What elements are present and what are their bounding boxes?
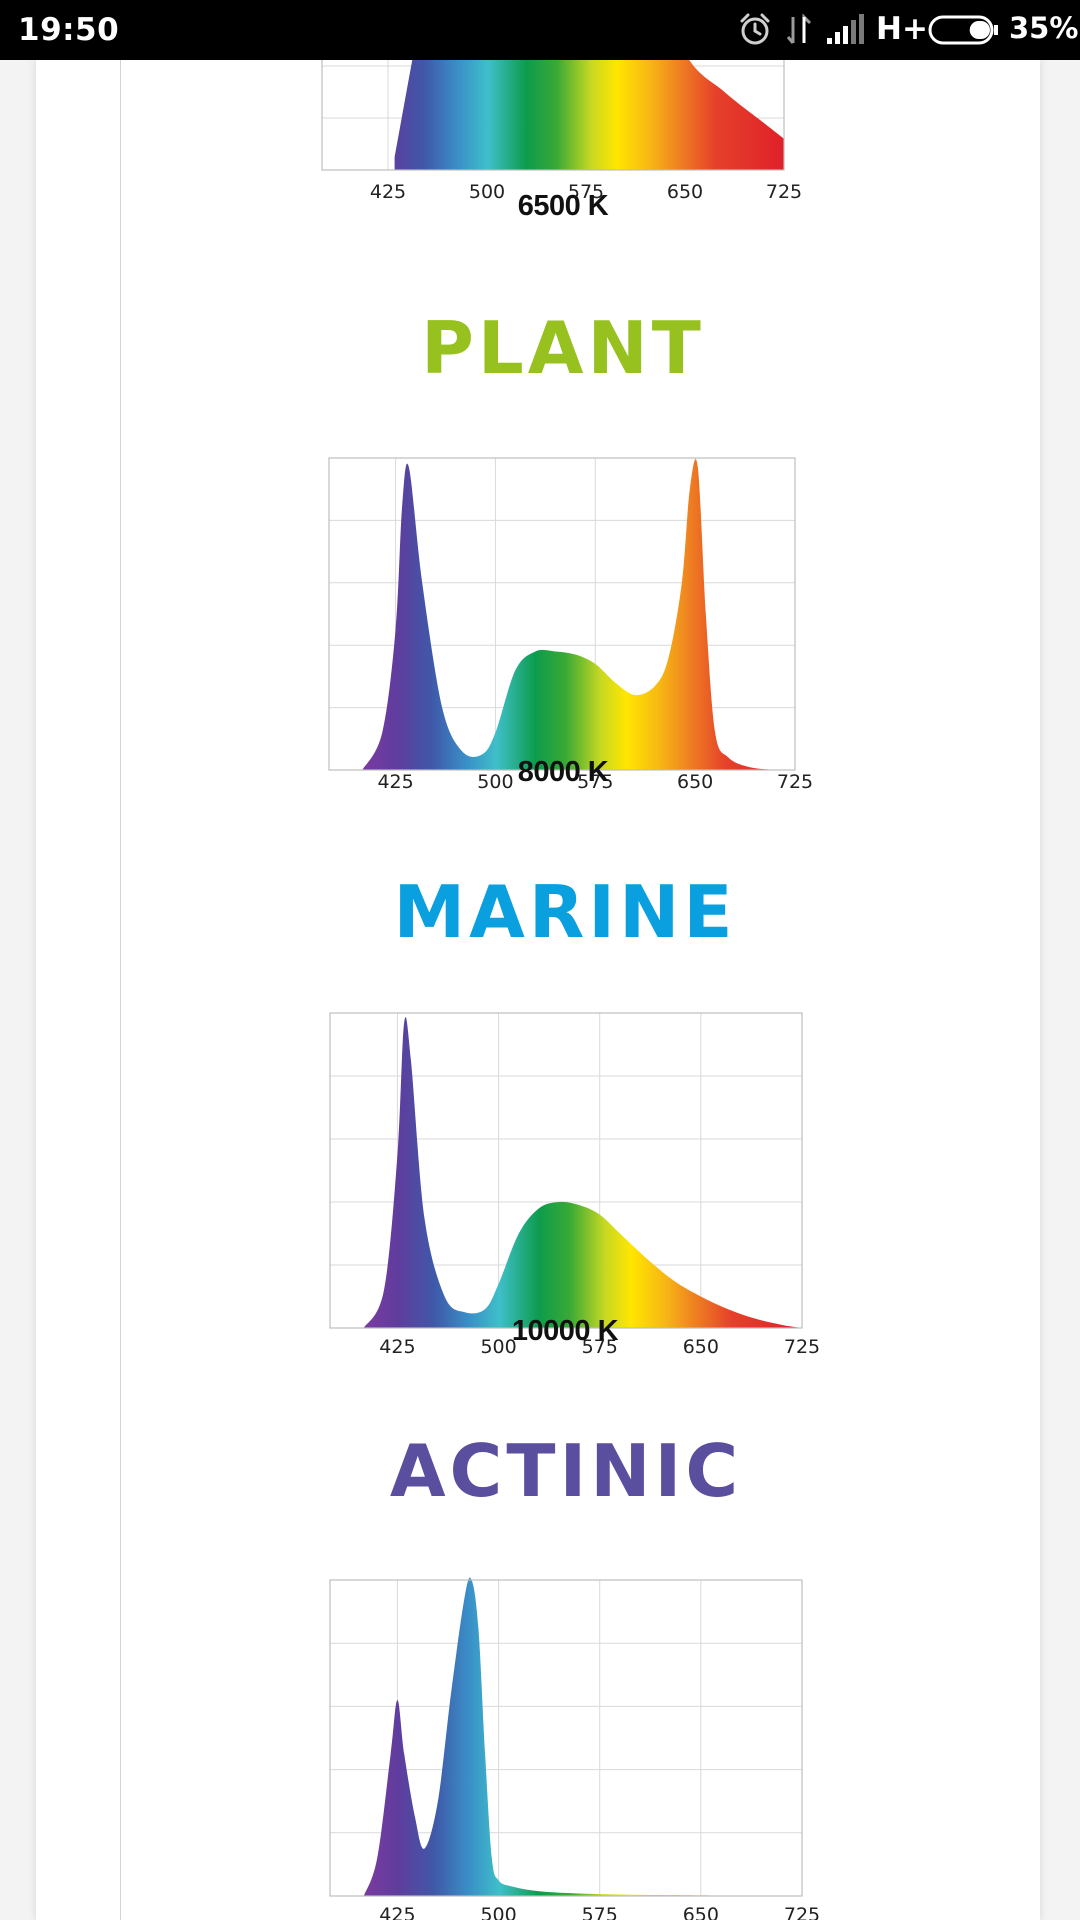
color-temperature-daylight: 6500 K	[517, 190, 609, 222]
spectrum-area	[363, 1577, 802, 1896]
spectrum-chart-actinic: 425 500 575 650 725	[329, 1577, 820, 1920]
alarm-icon	[740, 13, 770, 45]
x-tick-label: 725	[777, 771, 813, 793]
x-tick-label: 725	[784, 1904, 820, 1920]
battery-icon	[928, 15, 998, 45]
x-tick-label: 425	[379, 1904, 415, 1920]
status-bar: 19:50 H+ 35%	[0, 0, 1080, 60]
x-tick-label: 725	[784, 1336, 820, 1358]
page-content	[36, 60, 1040, 1920]
spectrum-chart-daylight: 425 500 575 650 725	[321, 60, 802, 203]
signal-icon	[827, 14, 864, 44]
x-tick-label: 650	[683, 1336, 719, 1358]
section-title-plant: PLANT	[421, 306, 705, 390]
x-tick-label: 575	[568, 181, 604, 203]
x-tick-label: 575	[582, 1336, 618, 1358]
x-tick-label: 650	[677, 771, 713, 793]
chart-grid	[330, 1580, 802, 1896]
x-tick-label: 500	[480, 1904, 516, 1920]
x-tick-label: 725	[766, 181, 802, 203]
x-tick-label: 575	[577, 771, 613, 793]
browser-viewport[interactable]: 425 500 575 650 725 6500 K PLANT 425 500 575 65…	[0, 60, 1080, 1920]
network-type: H+	[876, 11, 928, 47]
x-tick-label: 650	[683, 1904, 719, 1920]
x-tick-label: 500	[480, 1336, 516, 1358]
status-time: 19:50	[18, 12, 120, 48]
x-tick-label: 425	[370, 181, 406, 203]
section-title-actinic: ACTINIC	[389, 1429, 743, 1513]
x-tick-label: 500	[469, 181, 505, 203]
section-title-marine: MARINE	[393, 870, 737, 954]
x-tick-label: 425	[379, 1336, 415, 1358]
plot-frame	[321, 60, 785, 171]
plot-frame	[329, 1579, 803, 1897]
data-transfer-icon	[786, 13, 812, 44]
color-temperature-marine: 10000 K	[511, 1315, 619, 1347]
x-tick-label: 500	[477, 771, 513, 793]
plot-frame	[328, 457, 796, 771]
spectrum-area	[363, 1017, 802, 1328]
x-tick-label: 575	[582, 1904, 618, 1920]
x-tick-label: 650	[667, 181, 703, 203]
page-left-rule	[120, 60, 121, 1920]
spectrum-area	[394, 60, 784, 170]
spectrum-area	[362, 459, 795, 771]
color-temperature-plant: 8000 K	[517, 756, 609, 788]
battery-percent: 35%	[1009, 11, 1079, 45]
spectrum-chart-plant: 425 500 575 650 725	[328, 457, 813, 793]
plot-frame	[329, 1012, 803, 1329]
spectrum-chart-marine: 425 500 575 650 725	[329, 1012, 820, 1358]
x-tick-label: 425	[377, 771, 413, 793]
